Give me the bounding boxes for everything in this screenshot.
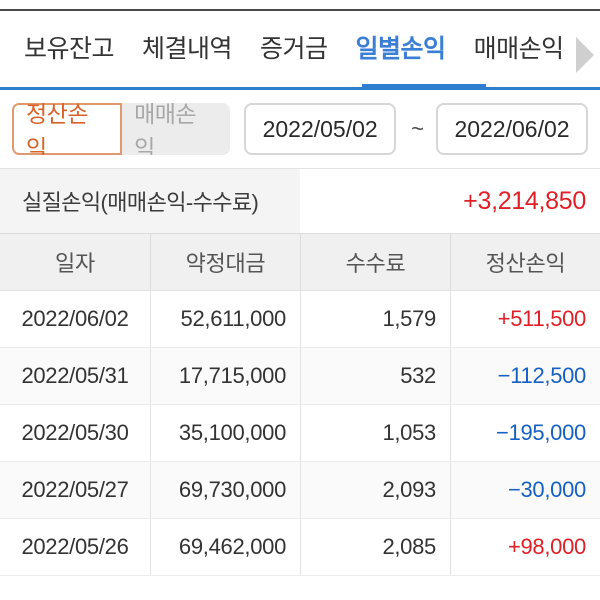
cell-amount: 17,715,000 bbox=[150, 348, 300, 404]
table-row[interactable]: 2022/05/27 69,730,000 2,093 −30,000 bbox=[0, 462, 600, 519]
column-header-amount: 약정대금 bbox=[150, 234, 300, 290]
tab-bar: 보유잔고 체결내역 증거금 일별손익 매매손익 bbox=[0, 11, 600, 87]
net-pnl-label: 실질손익(매매손익-수수료) bbox=[22, 190, 259, 215]
cell-date: 2022/05/27 bbox=[21, 477, 129, 502]
segment-settlement-pnl[interactable]: 정산손익 bbox=[12, 103, 123, 155]
cell-amount: 69,730,000 bbox=[150, 462, 300, 518]
cell-date: 2022/05/26 bbox=[21, 534, 129, 559]
table-row[interactable]: 2022/05/31 17,715,000 532 −112,500 bbox=[0, 348, 600, 405]
cell-pnl: −30,000 bbox=[450, 462, 600, 518]
daily-pnl-screen: 보유잔고 체결내역 증거금 일별손익 매매손익 정산손익 매매손익 2022/0… bbox=[0, 9, 600, 600]
date-range-separator: ~ bbox=[411, 116, 424, 141]
column-header-pnl: 정산손익 bbox=[450, 234, 600, 290]
cell-date: 2022/06/02 bbox=[21, 306, 129, 331]
cell-pnl: +511,500 bbox=[450, 291, 600, 347]
tab-holdings[interactable]: 보유잔고 bbox=[24, 34, 115, 63]
table-row[interactable]: 2022/05/30 35,100,000 1,053 −195,000 bbox=[0, 405, 600, 462]
column-header-fee: 수수료 bbox=[300, 234, 450, 290]
top-divider bbox=[0, 9, 600, 11]
cell-amount: 52,611,000 bbox=[150, 291, 300, 347]
cell-pnl: −195,000 bbox=[450, 405, 600, 461]
table-row[interactable]: 2022/06/02 52,611,000 1,579 +511,500 bbox=[0, 291, 600, 348]
cell-fee: 1,579 bbox=[300, 291, 450, 347]
cell-fee: 532 bbox=[300, 348, 450, 404]
daily-pnl-table: 일자 약정대금 수수료 정산손익 2022/06/02 52,611,000 1… bbox=[0, 234, 600, 576]
column-header-date: 일자 bbox=[55, 251, 95, 276]
cell-date: 2022/05/30 bbox=[21, 420, 129, 445]
tab-daily-pnl[interactable]: 일별손익 bbox=[355, 34, 447, 63]
chevron-right-icon[interactable] bbox=[570, 33, 600, 77]
date-from-input[interactable]: 2022/05/02 bbox=[244, 103, 397, 155]
cell-date: 2022/05/31 bbox=[21, 363, 129, 388]
tab-active-indicator bbox=[362, 84, 486, 90]
pnl-type-segmented-control: 정산손익 매매손익 bbox=[12, 103, 231, 155]
net-pnl-value-band: +3,214,850 bbox=[300, 169, 600, 233]
cell-fee: 2,085 bbox=[300, 519, 450, 575]
filter-bar: 정산손익 매매손익 2022/05/02 ~ 2022/06/02 bbox=[0, 90, 600, 168]
tab-underline bbox=[0, 84, 600, 90]
segment-trade-pnl[interactable]: 매매손익 bbox=[122, 103, 231, 155]
net-pnl-summary-row: 실질손익(매매손익-수수료) +3,214,850 bbox=[0, 168, 600, 234]
table-row[interactable]: 2022/05/26 69,462,000 2,085 +98,000 bbox=[0, 519, 600, 576]
tab-margin[interactable]: 증거금 bbox=[260, 34, 328, 63]
cell-fee: 1,053 bbox=[300, 405, 450, 461]
tab-executions[interactable]: 체결내역 bbox=[142, 34, 233, 63]
cell-pnl: −112,500 bbox=[450, 348, 600, 404]
date-to-input[interactable]: 2022/06/02 bbox=[436, 103, 588, 155]
cell-amount: 69,462,000 bbox=[150, 519, 300, 575]
net-pnl-label-band: 실질손익(매매손익-수수료) bbox=[0, 169, 300, 233]
net-pnl-value: +3,214,850 bbox=[463, 186, 586, 215]
table-header-row: 일자 약정대금 수수료 정산손익 bbox=[0, 234, 600, 291]
cell-fee: 2,093 bbox=[300, 462, 450, 518]
tab-trade-pnl[interactable]: 매매손익 bbox=[473, 34, 565, 63]
cell-amount: 35,100,000 bbox=[150, 405, 300, 461]
cell-pnl: +98,000 bbox=[450, 519, 600, 575]
